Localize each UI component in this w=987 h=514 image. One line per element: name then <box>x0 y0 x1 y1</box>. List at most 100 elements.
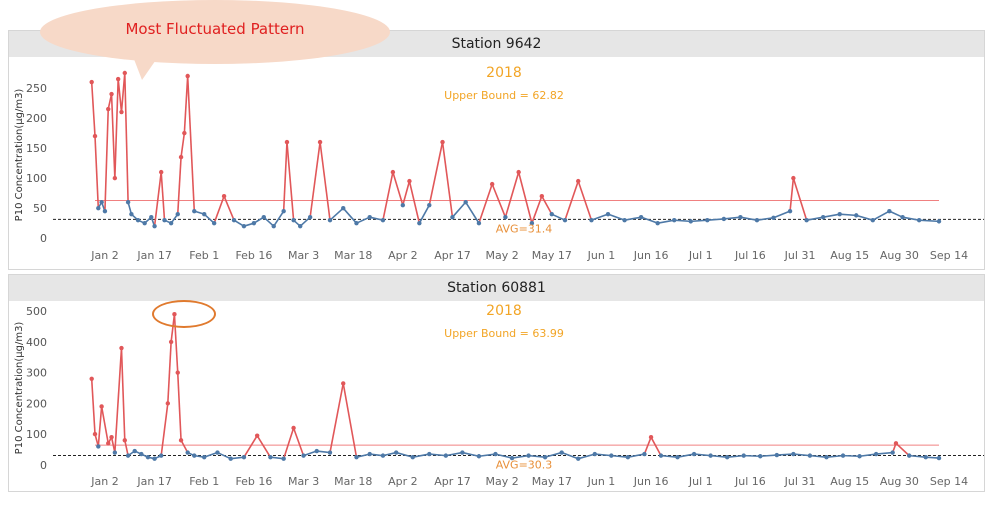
data-point <box>893 441 899 446</box>
data-point <box>576 178 581 184</box>
data-point <box>145 454 151 460</box>
series-line-segment <box>531 195 543 224</box>
series-line-segment <box>153 172 162 227</box>
series-line-segment <box>217 451 232 460</box>
series-line-segment <box>282 427 295 459</box>
data-point <box>638 214 644 220</box>
data-point <box>754 217 760 223</box>
data-point <box>907 453 912 458</box>
data-point <box>688 219 693 224</box>
series-line-segment <box>117 78 123 113</box>
data-point <box>393 450 399 455</box>
series-line-segment <box>624 216 642 221</box>
y-tick-label: 100 <box>26 172 47 185</box>
series-line-segment <box>551 213 566 221</box>
data-point <box>185 450 190 455</box>
x-tick-label: Mar 18 <box>334 475 372 488</box>
series-line-segment <box>97 406 103 447</box>
year-label: 2018 <box>486 303 522 319</box>
series-line-segment <box>270 456 284 460</box>
data-point <box>192 453 197 458</box>
series-line-segment <box>369 216 384 221</box>
data-point <box>158 453 164 458</box>
data-point <box>625 454 631 460</box>
data-point <box>427 451 432 457</box>
data-point <box>936 455 942 461</box>
series-line-segment <box>627 453 645 458</box>
series-line-segment <box>478 183 493 224</box>
series-line-segment <box>183 75 189 134</box>
series-line-segment <box>180 132 186 158</box>
data-point <box>390 169 396 175</box>
x-tick-label: Jul 1 <box>688 475 713 488</box>
series-line-segment <box>273 210 285 227</box>
series-line-segment <box>342 207 358 224</box>
data-point <box>152 223 157 229</box>
data-point <box>96 205 101 211</box>
upper-bound-label: Upper Bound = 63.99 <box>444 327 564 340</box>
data-point <box>119 345 124 351</box>
data-point <box>96 444 101 449</box>
data-point <box>655 220 660 226</box>
data-point <box>92 133 98 139</box>
data-point <box>162 217 167 223</box>
annotation-text: Most Fluctuated Pattern <box>125 20 305 38</box>
series-line-segment <box>919 219 940 223</box>
series-line-segment <box>90 378 96 435</box>
data-point <box>380 453 386 458</box>
data-point <box>112 175 118 181</box>
data-point <box>231 217 237 223</box>
data-point <box>648 434 654 440</box>
data-point <box>341 381 346 386</box>
data-point <box>609 453 614 458</box>
y-tick-label: 200 <box>26 397 47 410</box>
series-line-segment <box>203 213 215 224</box>
data-point <box>916 217 922 223</box>
x-tick-label: Mar 3 <box>288 475 319 488</box>
annotation-bubble-tail <box>132 54 160 80</box>
data-point <box>708 453 713 458</box>
series-line-segment <box>462 451 480 458</box>
data-point <box>89 376 94 381</box>
data-point <box>92 431 98 437</box>
series-line-segment <box>491 183 507 218</box>
series-line-segment <box>180 439 189 453</box>
data-point <box>529 220 535 226</box>
data-point <box>168 220 174 226</box>
x-tick-label: Mar 18 <box>334 249 372 262</box>
data-point <box>791 451 796 457</box>
data-point <box>589 217 594 223</box>
series-line-segment <box>342 383 358 458</box>
series-line-segment <box>517 171 533 224</box>
data-point <box>605 211 611 217</box>
x-tick-label: Jan 2 <box>90 249 118 262</box>
y-tick-label: 400 <box>26 336 47 349</box>
data-point <box>281 456 286 461</box>
series-line-segment <box>806 216 824 221</box>
series-line-segment <box>842 454 860 458</box>
data-point <box>642 451 647 457</box>
data-point <box>165 401 171 406</box>
series-line-segment <box>282 142 288 212</box>
data-point <box>675 454 680 460</box>
series-line-segment <box>213 195 225 224</box>
x-tick-label: Jun 1 <box>587 475 616 488</box>
series-line-segment <box>528 454 546 458</box>
series-line-segment <box>114 78 119 179</box>
data-point <box>182 130 187 136</box>
series-line-segment <box>418 204 430 224</box>
data-point <box>178 154 184 160</box>
series-line-segment <box>309 141 321 218</box>
data-point <box>129 211 134 217</box>
series-line-segment <box>710 454 728 458</box>
data-point <box>460 450 465 455</box>
series-line-segment <box>299 216 311 227</box>
series-line-segment <box>660 454 678 458</box>
series-line-segment <box>465 201 480 224</box>
series-line-segment <box>329 383 345 453</box>
series-line-segment <box>577 180 593 221</box>
data-point <box>787 208 793 214</box>
series-line-segment <box>776 453 794 456</box>
data-point <box>152 456 157 461</box>
series-line-segment <box>611 454 628 458</box>
